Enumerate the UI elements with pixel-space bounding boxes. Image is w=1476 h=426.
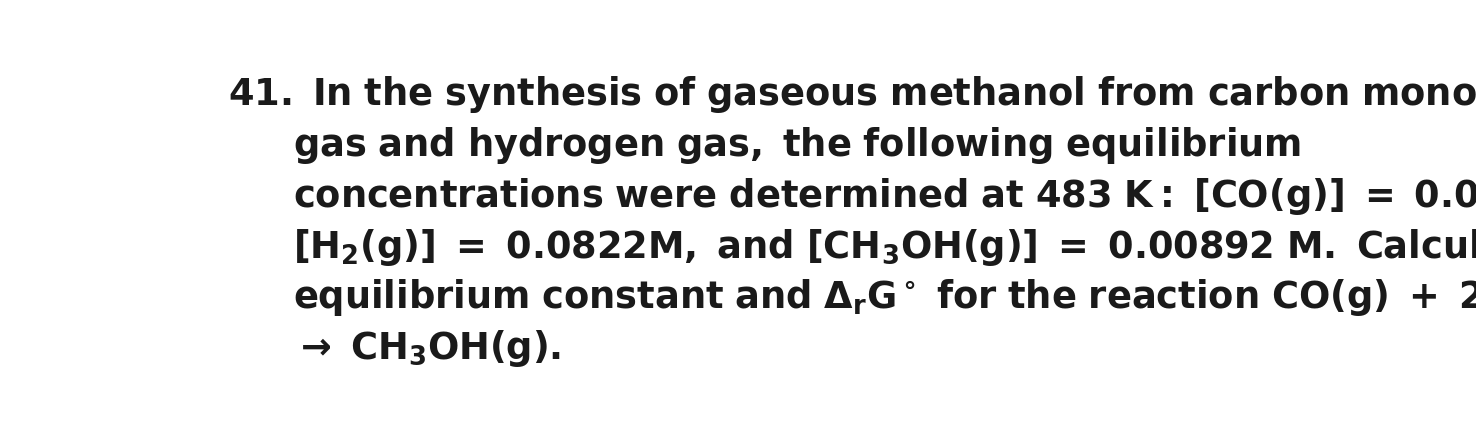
Text: $\mathbf{[H_2(g)]\ =\ 0.0822M,\ and\ [CH_3OH(g)]\ =\ 0.00892\ M.\ Calculate\ the: $\mathbf{[H_2(g)]\ =\ 0.0822M,\ and\ [CH… [294, 227, 1476, 268]
Text: $\mathbf{equilibrium\ constant\ and\ \Delta_r G^\circ\ for\ the\ reaction\ CO(g): $\mathbf{equilibrium\ constant\ and\ \De… [294, 277, 1476, 319]
Text: $\mathbf{41.\ In\ the\ synthesis\ of\ gaseous\ methanol\ from\ carbon\ monoxide}: $\mathbf{41.\ In\ the\ synthesis\ of\ ga… [227, 74, 1476, 115]
Text: $\mathbf{concentrations\ were\ determined\ at\ 483\ K:\ [CO(g)]\ =\ 0.0911M,}$: $\mathbf{concentrations\ were\ determine… [294, 176, 1476, 217]
Text: $\mathbf{\rightarrow\ CH_3OH(g).}$: $\mathbf{\rightarrow\ CH_3OH(g).}$ [294, 328, 561, 369]
Text: $\mathbf{gas\ and\ hydrogen\ gas,\ the\ following\ equilibrium}$: $\mathbf{gas\ and\ hydrogen\ gas,\ the\ … [294, 125, 1302, 166]
